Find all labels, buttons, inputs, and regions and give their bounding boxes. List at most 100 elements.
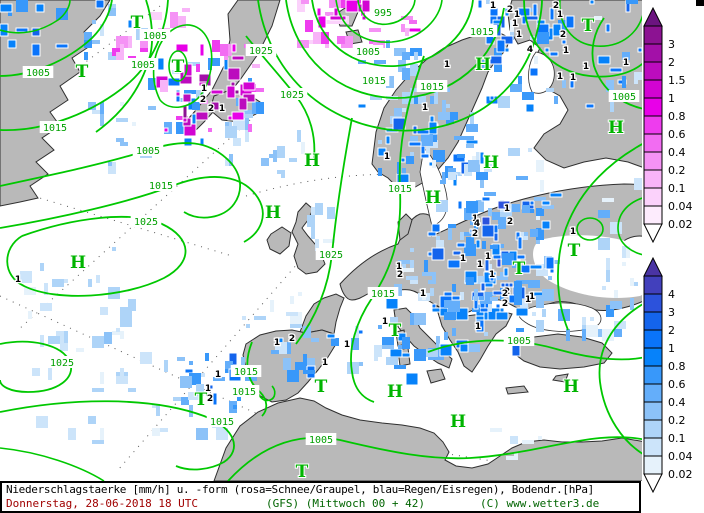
svg-text:1: 1 [422,103,428,113]
svg-text:1: 1 [623,58,629,68]
svg-text:2: 2 [289,334,295,344]
svg-text:1: 1 [420,289,426,299]
svg-text:1005: 1005 [612,92,636,103]
svg-text:0.2: 0.2 [668,164,686,177]
svg-text:H: H [387,382,403,402]
svg-text:1: 1 [516,30,522,40]
rain-colorbar: 4 3 2 1 0.8 0.6 0.4 0.2 0.1 0.04 0.02 [643,256,693,494]
svg-text:0.4: 0.4 [668,146,686,159]
svg-text:H: H [608,118,624,138]
svg-text:1015: 1015 [210,417,234,428]
svg-text:1.5: 1.5 [668,74,686,87]
svg-text:T: T [296,462,309,481]
svg-text:2: 2 [502,289,508,299]
svg-text:0.6: 0.6 [668,378,686,391]
svg-text:1: 1 [485,252,491,262]
precipitation-cells [0,0,642,460]
svg-text:1: 1 [570,227,576,237]
svg-text:T: T [195,390,208,410]
svg-text:3: 3 [668,38,675,51]
svg-text:2: 2 [472,229,478,239]
svg-text:1: 1 [384,152,390,162]
svg-text:2: 2 [208,104,214,114]
svg-text:1025: 1025 [134,217,158,228]
svg-text:1: 1 [274,338,280,348]
svg-text:H: H [70,253,86,273]
svg-text:1: 1 [668,92,675,105]
svg-text:0.4: 0.4 [668,396,686,409]
north-africa [213,397,642,481]
svg-text:1015: 1015 [362,76,386,87]
denmark [397,213,413,241]
svg-text:H: H [450,412,466,432]
svg-text:1005: 1005 [356,47,380,58]
svg-text:1: 1 [460,254,466,264]
svg-text:0.8: 0.8 [668,110,686,123]
isobar-contours [0,0,642,481]
svg-text:H: H [475,55,491,75]
footer-bar: Niederschlagstaerke [mm/h] u. -form (ros… [0,481,641,513]
svg-text:1025: 1025 [319,250,343,261]
frame-corner-mark [696,0,704,6]
legend-rain-scale: 4 3 2 1 0.8 0.6 0.4 0.2 0.1 0.04 0.02 [643,256,703,510]
svg-text:1015: 1015 [470,27,494,38]
svg-text:1: 1 [219,104,225,114]
svg-text:2: 2 [207,394,213,404]
copyright: (C) www.wetter3.de [480,497,600,510]
svg-text:2: 2 [553,1,559,11]
legend-snow-scale: 3 2 1.5 1 0.8 0.6 0.4 0.2 0.1 0.04 0.02 [643,6,703,260]
svg-text:H: H [425,188,441,208]
svg-text:1: 1 [344,340,350,350]
svg-text:T: T [315,377,328,397]
svg-text:1015: 1015 [388,184,412,195]
svg-text:1005: 1005 [309,435,333,446]
map-caption: Niederschlagstaerke [mm/h] u. -form (ros… [6,483,594,496]
svg-text:1: 1 [490,1,496,11]
svg-text:4: 4 [668,288,675,301]
svg-text:1: 1 [15,275,21,285]
svg-text:1015: 1015 [232,387,256,398]
svg-text:1005: 1005 [26,68,50,79]
svg-text:1: 1 [525,295,531,305]
svg-text:0.04: 0.04 [668,450,693,463]
svg-text:1: 1 [557,72,563,82]
svg-text:1005: 1005 [143,31,167,42]
svg-text:4: 4 [527,45,533,55]
svg-text:1015: 1015 [43,123,67,134]
svg-text:1: 1 [668,342,675,355]
isobar-value-labels: 1005 1005 1005 1015 1005 1015 1025 1025 1025 995 1… [22,6,640,446]
svg-text:0.02: 0.02 [668,218,693,231]
svg-text:1: 1 [201,84,207,94]
svg-text:2: 2 [560,30,566,40]
svg-text:H: H [304,151,320,171]
svg-text:1: 1 [583,62,589,72]
svg-text:2: 2 [397,270,403,280]
svg-text:1015: 1015 [420,82,444,93]
svg-text:1: 1 [322,358,328,368]
svg-text:1: 1 [489,270,495,280]
svg-text:1: 1 [215,370,221,380]
svg-text:1025: 1025 [249,46,273,57]
svg-text:0.02: 0.02 [668,468,693,481]
svg-text:0.2: 0.2 [668,414,686,427]
valid-datetime: Donnerstag, 28-06-2018 18 UTC [6,497,199,510]
svg-text:1: 1 [477,260,483,270]
snow-colorbar: 3 2 1.5 1 0.8 0.6 0.4 0.2 0.1 0.04 0.02 [643,6,693,244]
svg-text:H: H [563,377,579,397]
svg-text:1005: 1005 [131,60,155,71]
svg-text:1005: 1005 [507,336,531,347]
svg-text:0.8: 0.8 [668,360,686,373]
svg-text:0.04: 0.04 [668,200,693,213]
svg-text:H: H [483,153,499,173]
svg-text:1025: 1025 [50,358,74,369]
svg-text:2: 2 [668,56,675,69]
pressure-center-letters: H H H H H H H H H H T T T T T T T T T T [69,12,625,481]
svg-text:1025: 1025 [280,90,304,101]
crete [505,385,529,395]
svg-text:1: 1 [472,214,478,224]
svg-text:1: 1 [514,10,520,20]
cyprus [552,373,569,383]
svg-text:T: T [582,16,595,36]
